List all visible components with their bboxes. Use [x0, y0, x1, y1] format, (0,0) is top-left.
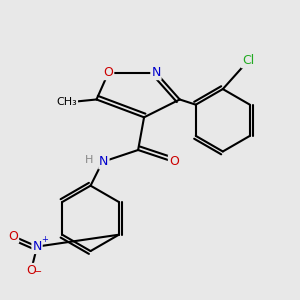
- Text: O: O: [103, 66, 113, 79]
- Text: +: +: [41, 235, 48, 244]
- Text: N: N: [32, 240, 42, 253]
- Text: −: −: [34, 267, 43, 277]
- Text: N: N: [99, 155, 109, 168]
- Text: Cl: Cl: [242, 54, 254, 67]
- Text: O: O: [8, 230, 18, 243]
- Text: CH₃: CH₃: [56, 98, 77, 107]
- Text: O: O: [26, 264, 36, 277]
- Text: H: H: [85, 155, 93, 165]
- Text: N: N: [151, 66, 160, 79]
- Text: O: O: [169, 155, 179, 168]
